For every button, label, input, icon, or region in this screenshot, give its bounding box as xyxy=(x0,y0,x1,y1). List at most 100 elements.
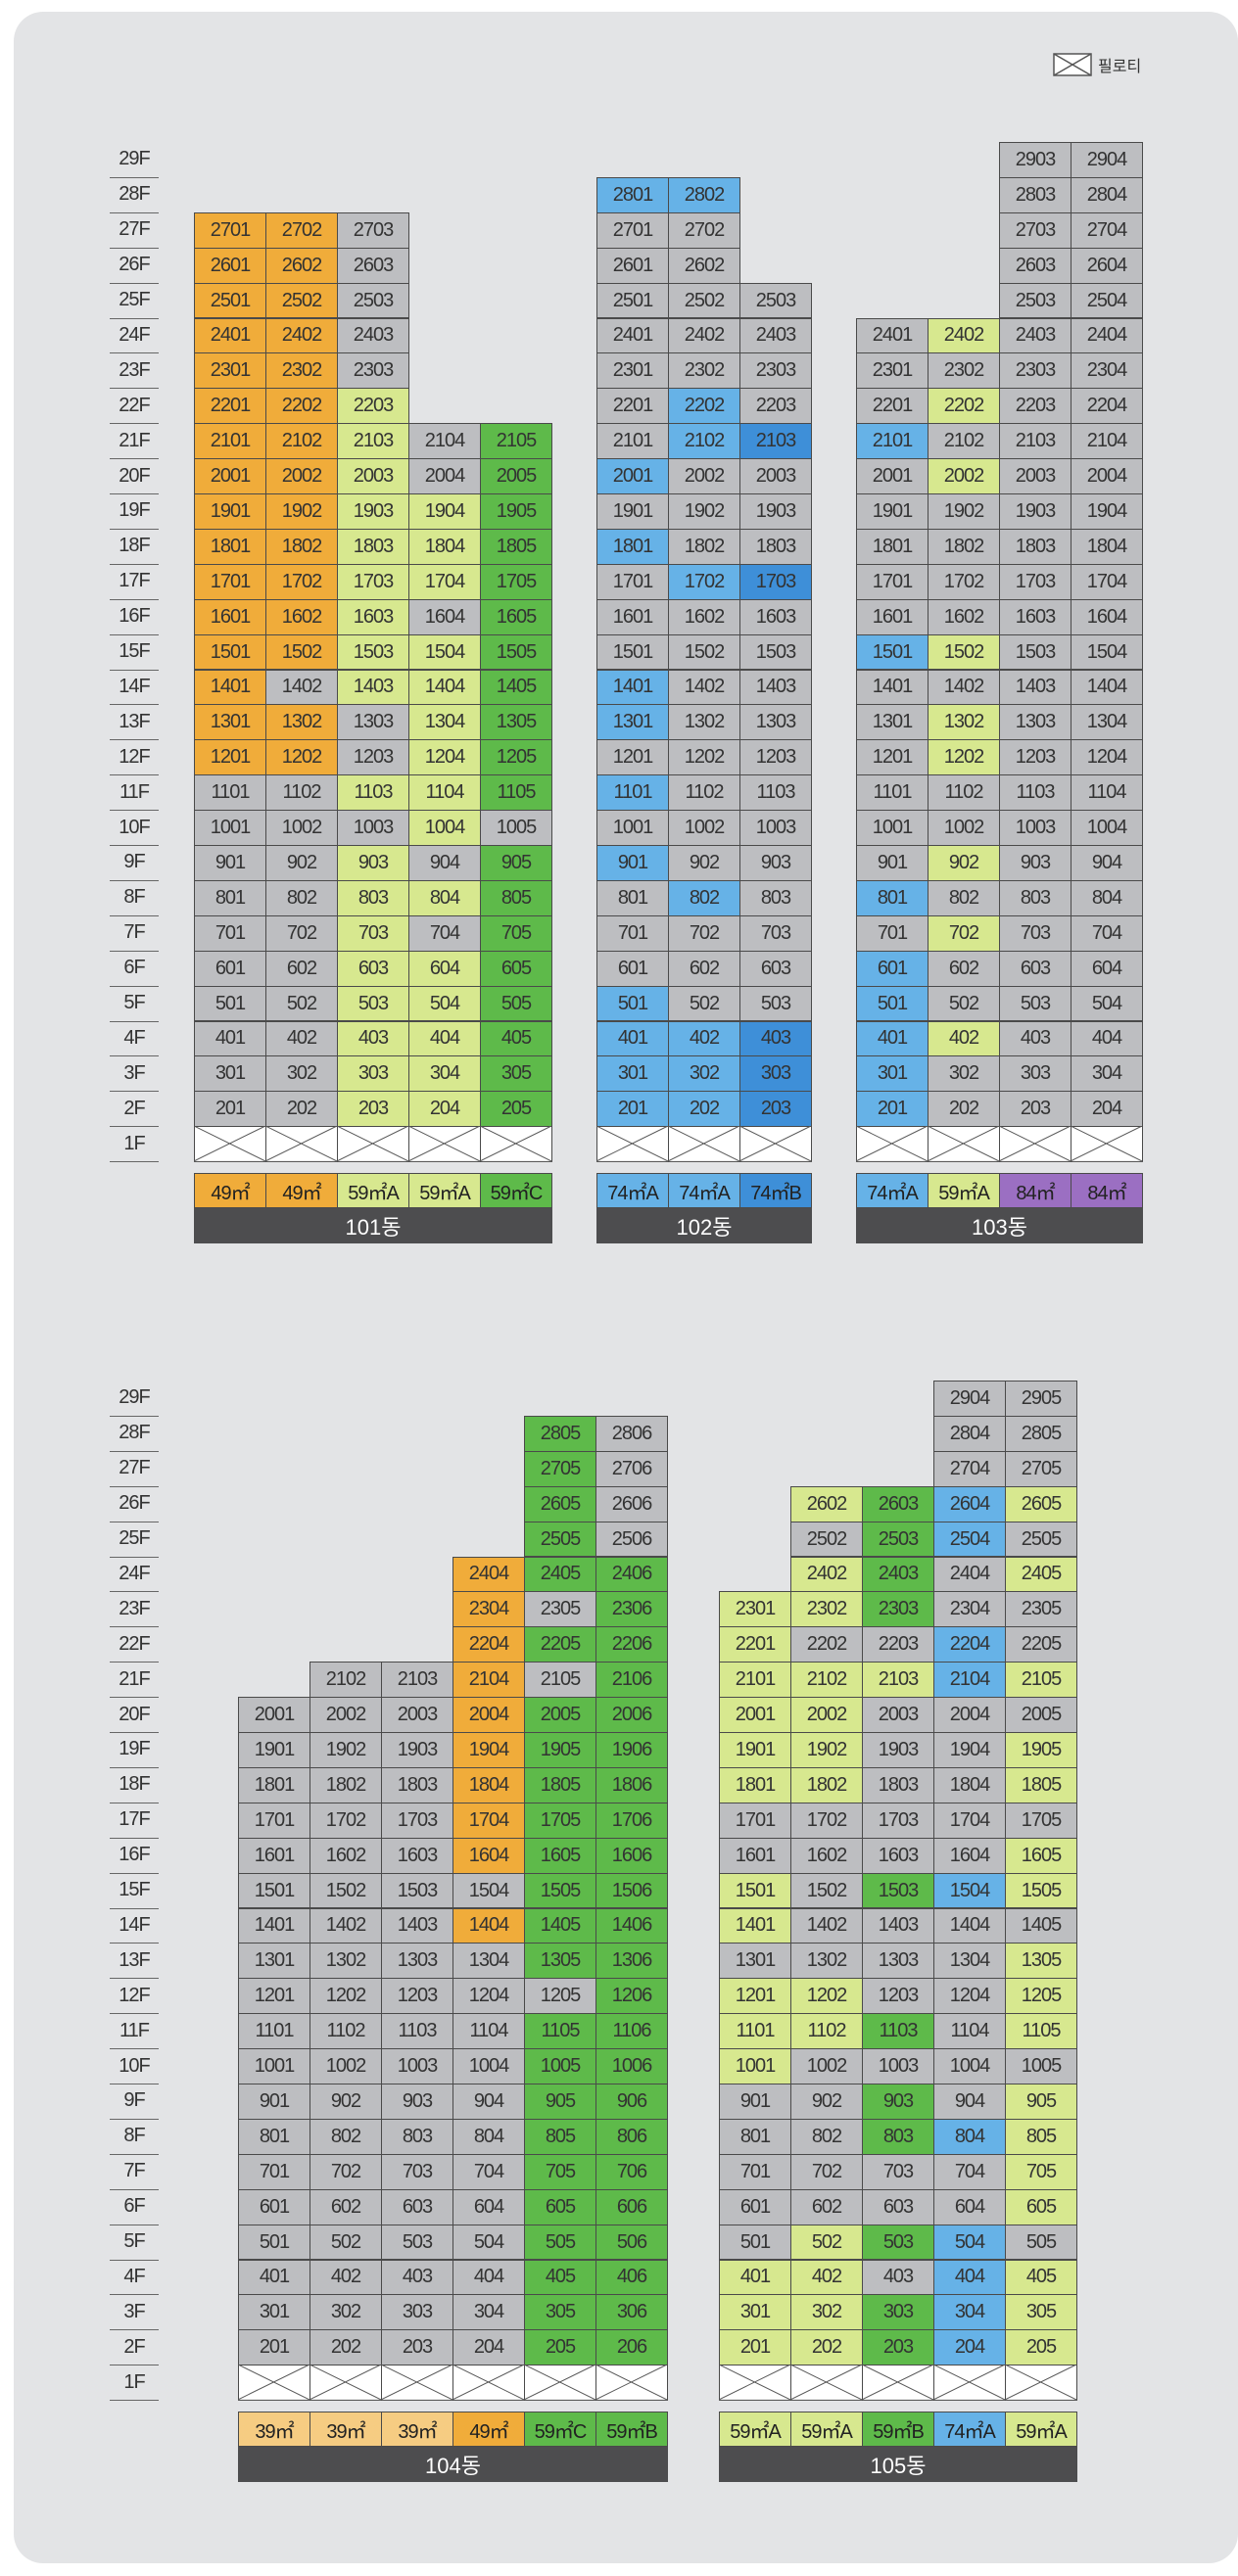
unit-cell: 801 xyxy=(194,879,266,916)
unit-cell: 1803 xyxy=(862,1766,934,1803)
unit-cell: 1903 xyxy=(862,1732,934,1768)
unit-cell: 404 xyxy=(408,1020,481,1057)
unit-cell: 2102 xyxy=(265,423,338,460)
unit-cell: 204 xyxy=(933,2329,1006,2366)
floor-label: 9F xyxy=(123,851,145,873)
pilotis-cross-icon xyxy=(194,1126,266,1163)
unit-cell: 903 xyxy=(337,845,409,881)
floor-label: 17F xyxy=(119,1808,150,1831)
unit-cell: 803 xyxy=(999,879,1071,916)
unit-cell: 1902 xyxy=(265,493,338,530)
unit-cell: 2003 xyxy=(739,458,812,494)
pilotis-cross-icon xyxy=(408,1126,481,1163)
building-name: 104동 xyxy=(238,2447,668,2483)
unit-cell: 2301 xyxy=(194,352,266,390)
floor-divider xyxy=(110,774,159,776)
unit-cell: 2503 xyxy=(862,1521,934,1558)
unit-cell: 1504 xyxy=(452,1872,525,1909)
floor-divider xyxy=(110,1626,159,1628)
unit-cell: 1003 xyxy=(999,810,1071,846)
unit-cell: 404 xyxy=(1071,1020,1143,1057)
unit-cell: 805 xyxy=(524,2118,596,2155)
unit-cell: 401 xyxy=(856,1020,928,1057)
floor-label: 3F xyxy=(123,2300,145,2322)
building-name: 102동 xyxy=(596,1208,812,1244)
unit-cell: 1404 xyxy=(933,1907,1006,1944)
unit-cell: 2404 xyxy=(452,1556,525,1593)
floor-label: 8F xyxy=(123,2125,145,2147)
unit-type-label: 39㎡ xyxy=(381,2412,453,2448)
unit-cell: 1603 xyxy=(862,1837,934,1874)
floor-divider xyxy=(110,1415,159,1417)
unit-cell: 1605 xyxy=(480,598,552,635)
unit-cell: 203 xyxy=(337,1091,409,1128)
unit-cell: 1904 xyxy=(1071,493,1143,530)
unit-cell: 202 xyxy=(928,1091,1000,1128)
unit-cell: 2205 xyxy=(1005,1626,1077,1663)
unit-cell: 601 xyxy=(194,950,266,987)
unit-cell: 1202 xyxy=(310,1978,382,2015)
unit-cell: 2002 xyxy=(668,458,740,494)
floor-label: 28F xyxy=(119,183,150,206)
unit-cell: 2505 xyxy=(1005,1521,1077,1558)
pilotis-cross-icon xyxy=(790,2365,863,2402)
unit-cell: 1804 xyxy=(452,1766,525,1803)
floor-divider xyxy=(110,739,159,741)
unit-cell: 2302 xyxy=(265,352,338,390)
pilotis-cross-icon xyxy=(999,1126,1071,1163)
unit-cell: 603 xyxy=(739,950,812,987)
floor-divider xyxy=(110,2400,159,2402)
unit-cell: 1703 xyxy=(337,563,409,600)
floor-divider xyxy=(110,1732,159,1733)
pilotis-cross-icon xyxy=(862,2365,934,2402)
unit-cell: 704 xyxy=(408,914,481,952)
unit-cell: 1001 xyxy=(596,810,669,846)
pilotis-cross-icon xyxy=(928,1126,1000,1163)
unit-cell: 1901 xyxy=(719,1732,791,1768)
unit-cell: 605 xyxy=(480,950,552,987)
floor-label: 21F xyxy=(119,1667,150,1690)
unit-type-label: 74㎡A xyxy=(596,1173,669,1209)
legend: 필로티 xyxy=(1053,53,1141,76)
unit-cell: 303 xyxy=(999,1055,1071,1093)
floor-divider xyxy=(110,1450,159,1452)
unit-cell: 1801 xyxy=(719,1766,791,1803)
unit-cell: 1505 xyxy=(524,1872,596,1909)
unit-cell: 2202 xyxy=(668,388,740,425)
unit-cell: 303 xyxy=(862,2294,934,2331)
unit-cell: 2005 xyxy=(524,1697,596,1733)
unit-type-label: 59㎡B xyxy=(862,2412,934,2448)
unit-cell: 1003 xyxy=(739,810,812,846)
unit-cell: 2903 xyxy=(999,142,1071,178)
unit-cell: 604 xyxy=(933,2188,1006,2225)
unit-cell: 1603 xyxy=(381,1837,453,1874)
unit-cell: 2003 xyxy=(337,458,409,494)
unit-cell: 1603 xyxy=(999,598,1071,635)
unit-cell: 2105 xyxy=(524,1662,596,1699)
unit-cell: 2705 xyxy=(1005,1450,1077,1487)
unit-cell: 1701 xyxy=(596,563,669,600)
unit-cell: 1005 xyxy=(524,2048,596,2084)
unit-cell: 1803 xyxy=(739,528,812,565)
unit-cell: 705 xyxy=(1005,2153,1077,2190)
unit-cell: 303 xyxy=(739,1055,812,1093)
unit-cell: 803 xyxy=(381,2118,453,2155)
unit-cell: 706 xyxy=(595,2153,668,2190)
unit-cell: 1706 xyxy=(595,1802,668,1839)
unit-cell: 501 xyxy=(596,985,669,1022)
unit-cell: 401 xyxy=(719,2259,791,2296)
unit-cell: 405 xyxy=(480,1020,552,1057)
unit-cell: 302 xyxy=(790,2294,863,2331)
floor-label: 7F xyxy=(123,2160,145,2182)
unit-cell: 805 xyxy=(1005,2118,1077,2155)
unit-cell: 1901 xyxy=(194,493,266,530)
floor-divider xyxy=(110,176,159,178)
unit-cell: 2704 xyxy=(933,1450,1006,1487)
floor-divider xyxy=(110,1591,159,1593)
floor-label: 7F xyxy=(123,921,145,944)
unit-cell: 802 xyxy=(790,2118,863,2155)
unit-cell: 1405 xyxy=(524,1907,596,1944)
unit-cell: 501 xyxy=(719,2224,791,2261)
unit-cell: 1502 xyxy=(668,633,740,671)
unit-cell: 704 xyxy=(1071,914,1143,952)
